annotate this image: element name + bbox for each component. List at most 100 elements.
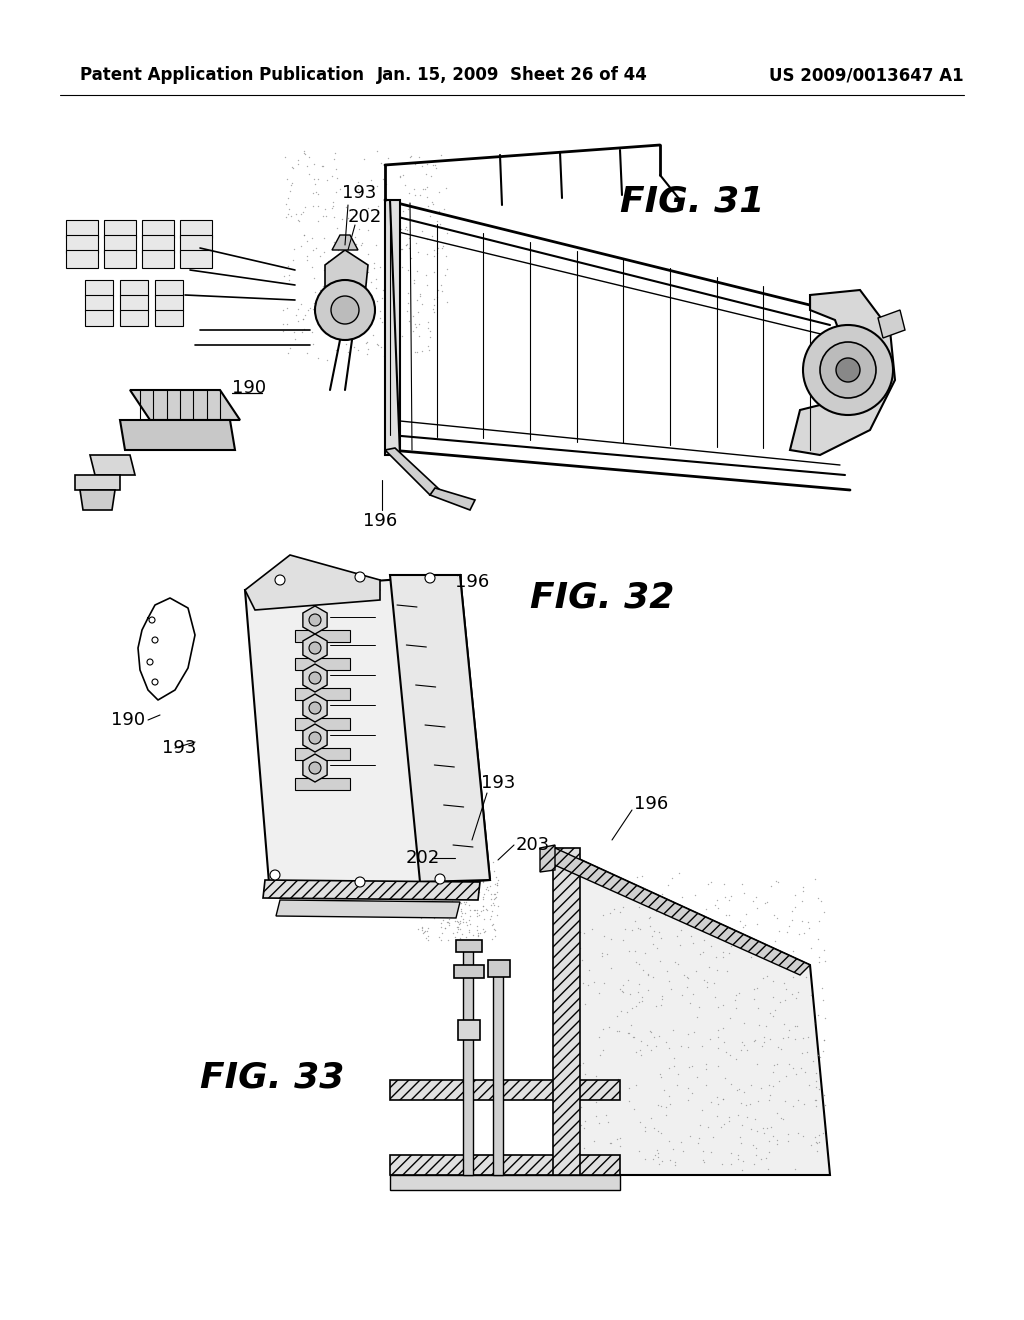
Point	[428, 210, 444, 231]
Point	[698, 977, 715, 998]
Point	[592, 1044, 608, 1065]
Point	[723, 1143, 739, 1164]
Point	[577, 1063, 593, 1084]
Polygon shape	[303, 754, 327, 781]
Point	[723, 936, 739, 957]
Point	[472, 859, 488, 880]
Point	[615, 929, 632, 950]
Point	[662, 1038, 678, 1059]
Point	[651, 1026, 668, 1047]
Point	[379, 265, 395, 286]
Point	[808, 1089, 824, 1110]
Point	[593, 1084, 609, 1105]
Point	[718, 904, 734, 925]
Point	[419, 228, 435, 249]
Point	[400, 227, 417, 248]
Point	[427, 878, 443, 899]
Point	[613, 1001, 630, 1022]
Point	[811, 1078, 827, 1100]
Point	[717, 1068, 733, 1089]
Point	[296, 140, 312, 161]
Point	[407, 342, 423, 363]
Point	[808, 1096, 824, 1117]
Point	[691, 1127, 708, 1148]
Point	[414, 853, 430, 874]
Point	[431, 878, 447, 899]
Text: 196: 196	[362, 512, 397, 531]
Point	[706, 973, 722, 994]
Point	[392, 239, 409, 260]
Point	[679, 977, 695, 998]
Point	[413, 900, 429, 921]
Point	[337, 308, 353, 329]
Point	[641, 907, 657, 928]
Point	[575, 923, 592, 944]
Point	[436, 218, 453, 239]
Point	[398, 235, 415, 256]
Point	[469, 851, 485, 873]
Point	[598, 944, 614, 965]
Point	[716, 874, 732, 895]
Point	[452, 894, 468, 915]
Point	[287, 329, 303, 350]
Polygon shape	[295, 748, 350, 760]
Point	[746, 1154, 763, 1175]
Point	[296, 224, 312, 246]
Point	[646, 1117, 663, 1138]
Point	[426, 239, 442, 260]
Point	[755, 968, 771, 989]
Point	[469, 862, 485, 883]
Point	[808, 1140, 824, 1162]
Point	[649, 1142, 666, 1163]
Point	[306, 267, 323, 288]
Point	[282, 337, 298, 358]
Point	[449, 850, 465, 871]
Point	[452, 909, 468, 931]
Point	[475, 870, 492, 891]
Point	[331, 230, 347, 251]
Point	[458, 927, 474, 948]
Point	[386, 313, 402, 334]
Point	[422, 326, 438, 347]
Circle shape	[309, 762, 321, 774]
Point	[458, 891, 474, 912]
Point	[758, 1148, 774, 1170]
Point	[811, 946, 827, 968]
Point	[438, 871, 455, 892]
Point	[574, 949, 591, 970]
Point	[338, 333, 354, 354]
Polygon shape	[390, 1155, 620, 1175]
Point	[425, 301, 441, 322]
Point	[401, 310, 418, 331]
Polygon shape	[85, 280, 113, 296]
Point	[423, 875, 439, 896]
Point	[746, 1109, 763, 1130]
Point	[374, 312, 390, 333]
Point	[603, 1082, 620, 1104]
Point	[580, 974, 596, 995]
Point	[380, 148, 396, 169]
Point	[816, 1084, 833, 1105]
Point	[603, 957, 620, 978]
Point	[766, 904, 782, 925]
Point	[415, 178, 431, 199]
Point	[417, 178, 433, 199]
Point	[397, 235, 414, 256]
Point	[577, 1110, 593, 1131]
Point	[694, 1148, 711, 1170]
Point	[280, 343, 296, 364]
Point	[768, 1053, 784, 1074]
Point	[647, 1035, 664, 1056]
Point	[337, 247, 353, 268]
Point	[417, 870, 433, 891]
Point	[357, 272, 374, 293]
Point	[427, 892, 443, 913]
Polygon shape	[245, 576, 490, 895]
Point	[321, 249, 337, 271]
Polygon shape	[295, 718, 350, 730]
Point	[489, 870, 506, 891]
Point	[461, 909, 477, 931]
Point	[710, 1038, 726, 1059]
Point	[402, 248, 419, 269]
Point	[633, 1031, 649, 1052]
